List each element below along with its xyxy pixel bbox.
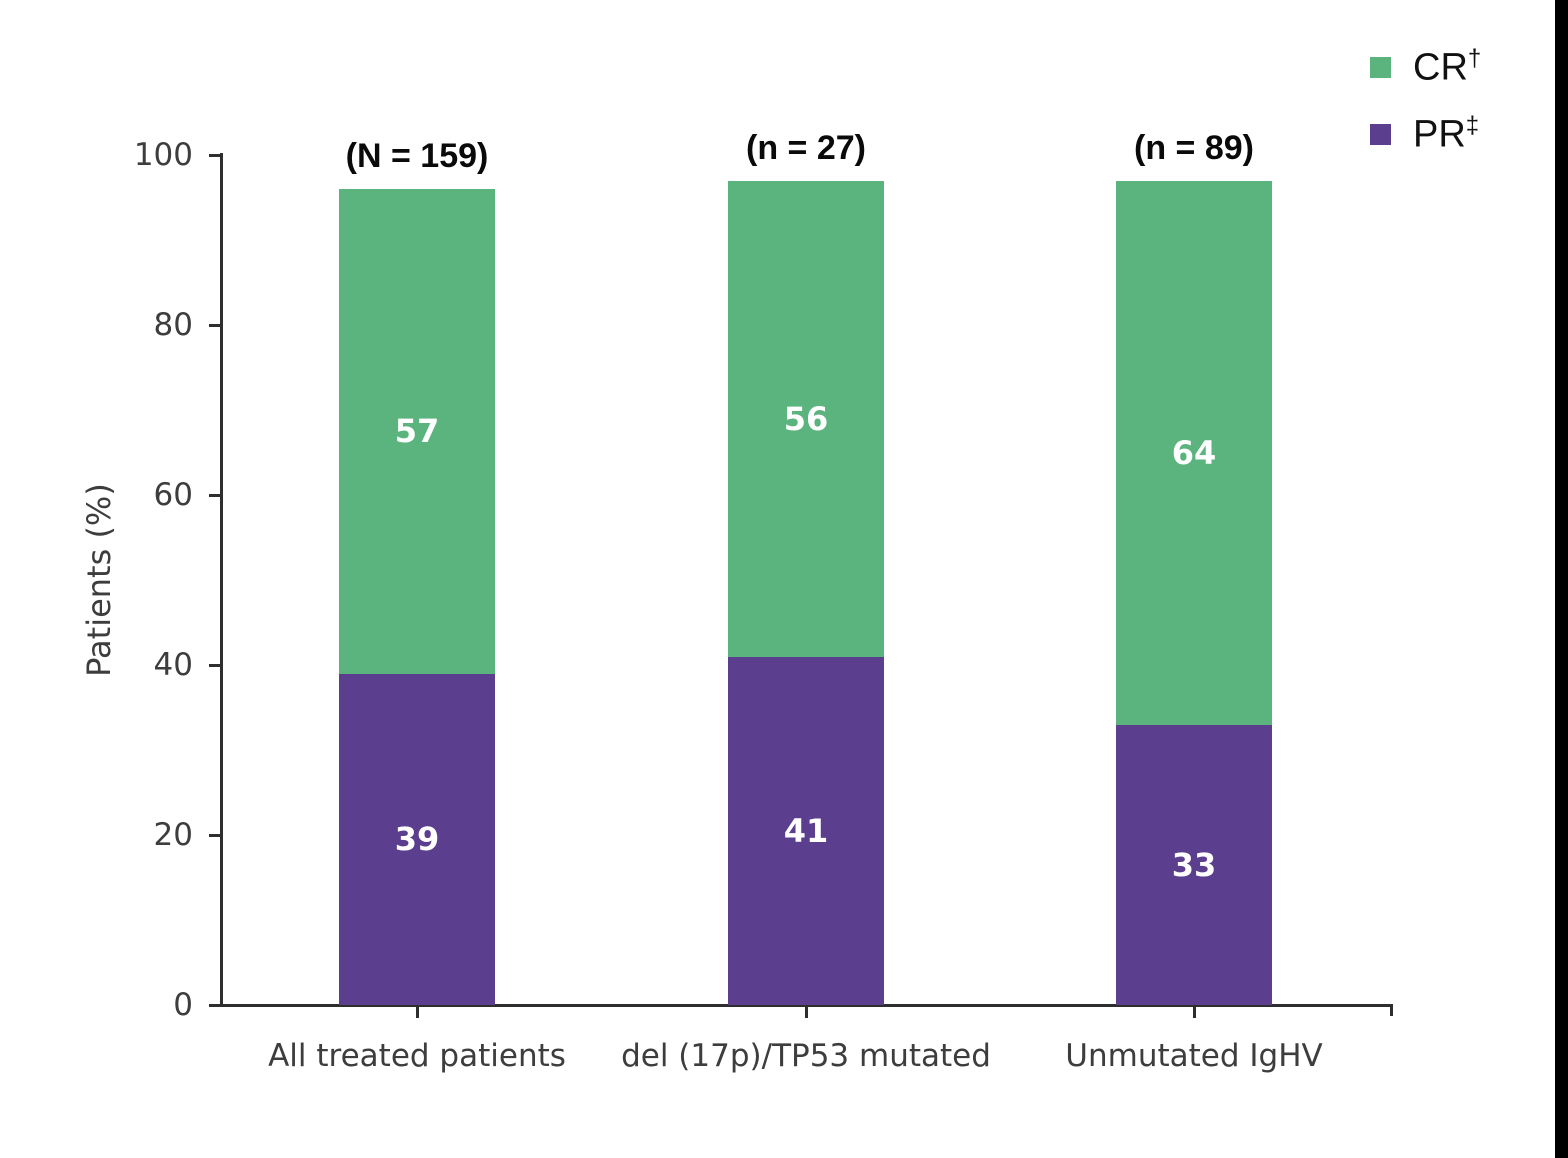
y-axis-title: Patients (%)	[80, 483, 118, 677]
bar-value-label: 56	[783, 399, 829, 438]
y-axis-tick-label: 0	[173, 987, 193, 1023]
y-axis-tick-label: 60	[153, 477, 193, 513]
y-axis-tick-label: 80	[153, 307, 193, 343]
x-axis-category-label: Unmutated IgHV	[1065, 1038, 1323, 1074]
bar-segment-cr	[1116, 180, 1272, 725]
bar-value-label: 64	[1171, 433, 1217, 472]
legend-item-pr: PR‡	[1370, 114, 1481, 154]
bar-count-label: (n = 27)	[746, 128, 866, 167]
legend-label-cr: CR†	[1413, 45, 1482, 89]
bar-segment-pr	[1116, 724, 1272, 1005]
legend-item-cr: CR†	[1370, 47, 1481, 87]
bar-segment-cr	[728, 180, 884, 657]
bar-value-label: 41	[783, 811, 829, 850]
y-axis	[220, 153, 223, 1005]
pr-swatch-icon	[1370, 123, 1391, 145]
right-edge-strip	[1555, 0, 1568, 1158]
x-axis	[209, 1004, 1393, 1007]
bar-segment-cr	[339, 189, 495, 674]
x-axis-category-label: del (17p)/TP53 mutated	[621, 1038, 991, 1074]
y-axis-tick	[209, 494, 220, 497]
y-axis-tick-label: 100	[133, 137, 193, 173]
x-axis-tick	[805, 1007, 808, 1018]
x-axis-end-tick	[1390, 1005, 1393, 1016]
y-axis-tick	[209, 154, 220, 157]
bar-segment-pr	[728, 656, 884, 1005]
y-axis-tick	[209, 834, 220, 837]
y-axis-tick	[209, 664, 220, 667]
x-axis-tick	[416, 1007, 419, 1018]
bar-segment-pr	[339, 673, 495, 1005]
y-axis-tick-label: 20	[153, 817, 193, 853]
x-axis-tick	[1193, 1007, 1196, 1018]
cr-swatch-icon	[1370, 56, 1391, 78]
bar-count-label: (n = 89)	[1134, 128, 1254, 167]
bar-value-label: 39	[394, 820, 440, 859]
y-axis-tick-label: 40	[153, 647, 193, 683]
x-axis-category-label: All treated patients	[268, 1038, 566, 1074]
legend: CR† PR‡	[1370, 47, 1481, 189]
bar-value-label: 57	[394, 412, 440, 451]
bar-count-label: (N = 159)	[345, 137, 489, 175]
legend-label-pr: PR‡	[1413, 112, 1480, 156]
y-axis-tick	[209, 324, 220, 327]
bar-value-label: 33	[1171, 845, 1217, 884]
